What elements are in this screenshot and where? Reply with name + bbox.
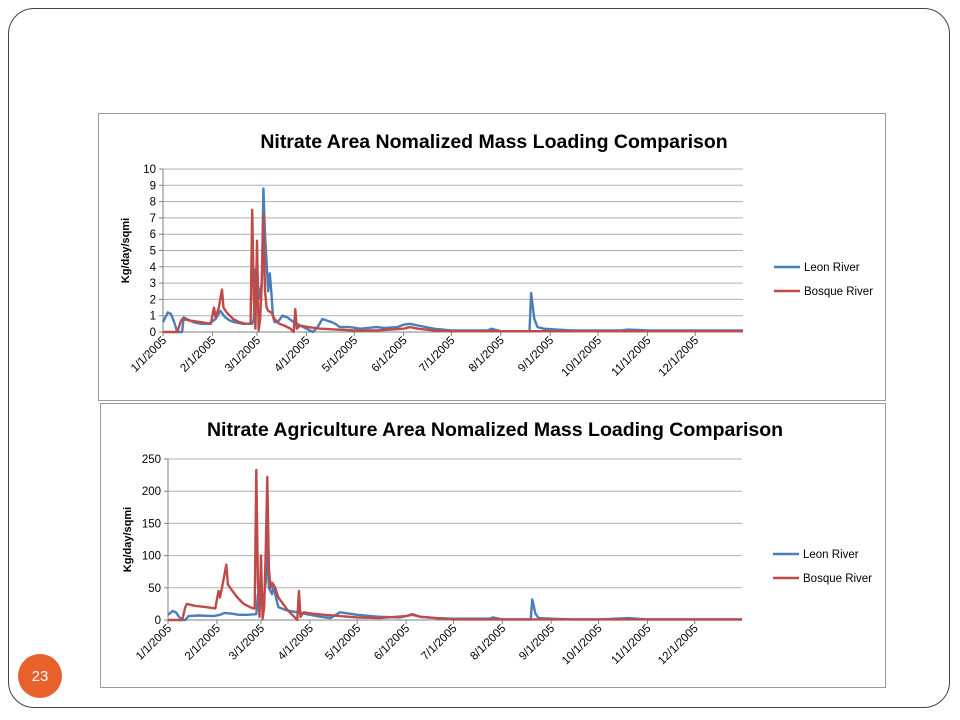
y-tick-label: 4 <box>150 262 157 274</box>
series-line-bosque-river <box>163 208 743 334</box>
nitrate-agriculture-chart: Nitrate Agriculture Area Nomalized Mass … <box>100 403 886 688</box>
x-tick-label: 10/1/2005 <box>559 335 604 380</box>
nitrate-area-chart-svg: Nitrate Area Nomalized Mass Loading Comp… <box>120 131 873 380</box>
series-line-leon-river <box>161 187 743 334</box>
x-tick-label: 5/1/2005 <box>323 623 363 663</box>
nitrate-area-chart: Nitrate Area Nomalized Mass Loading Comp… <box>98 113 886 401</box>
y-tick-label: 200 <box>142 486 161 498</box>
nitrate-agriculture-chart-svg: Nitrate Agriculture Area Nomalized Mass … <box>122 419 872 668</box>
x-tick-label: 11/1/2005 <box>609 623 653 667</box>
y-tick-label: 1 <box>150 311 156 323</box>
x-tick-label: 6/1/2005 <box>372 623 412 663</box>
x-tick-label: 7/1/2005 <box>419 623 459 663</box>
x-tick-label: 5/1/2005 <box>320 335 360 375</box>
y-tick-label: 10 <box>143 164 156 176</box>
x-tick-label: 8/1/2005 <box>467 335 507 375</box>
x-tick-label: 8/1/2005 <box>468 623 508 663</box>
x-tick-label: 1/1/2005 <box>134 623 174 663</box>
y-axis-label: Kg/day/sqmi <box>122 507 134 572</box>
x-tick-label: 4/1/2005 <box>276 623 316 663</box>
chart-title: Nitrate Agriculture Area Nomalized Mass … <box>207 419 783 441</box>
x-tick-label: 6/1/2005 <box>370 335 410 375</box>
series-line-bosque-river <box>168 468 742 622</box>
y-tick-label: 0 <box>155 615 161 627</box>
legend-label: Bosque River <box>803 573 872 585</box>
y-tick-label: 6 <box>150 229 156 241</box>
x-tick-label: 4/1/2005 <box>272 335 312 375</box>
x-tick-label: 3/1/2005 <box>223 335 263 375</box>
x-tick-label: 2/1/2005 <box>178 335 218 375</box>
y-axis-label: Kg/day/sqmi <box>120 218 132 283</box>
y-tick-label: 250 <box>142 454 161 466</box>
x-tick-label: 2/1/2005 <box>183 623 223 663</box>
y-tick-label: 50 <box>148 583 161 595</box>
y-tick-label: 7 <box>150 213 156 225</box>
y-tick-label: 2 <box>150 294 156 306</box>
x-tick-label: 12/1/2005 <box>656 623 701 668</box>
y-tick-label: 9 <box>150 180 156 192</box>
y-tick-label: 5 <box>150 246 156 258</box>
y-tick-label: 0 <box>150 327 156 339</box>
legend-label: Bosque River <box>804 286 873 298</box>
y-tick-label: 150 <box>142 518 161 530</box>
x-tick-label: 9/1/2005 <box>517 623 557 663</box>
x-tick-label: 7/1/2005 <box>417 335 457 375</box>
y-tick-label: 3 <box>150 278 156 290</box>
slide-number-badge: 23 <box>18 654 62 698</box>
x-tick-label: 9/1/2005 <box>516 335 556 375</box>
x-tick-label: 1/1/2005 <box>129 335 169 375</box>
series-line-leon-river <box>167 542 742 622</box>
x-tick-label: 3/1/2005 <box>227 623 267 663</box>
y-tick-label: 100 <box>142 551 161 563</box>
legend-label: Leon River <box>803 549 859 561</box>
legend-label: Leon River <box>804 262 860 274</box>
x-tick-label: 12/1/2005 <box>657 335 702 380</box>
x-tick-label: 11/1/2005 <box>609 335 653 379</box>
y-tick-label: 8 <box>150 197 156 209</box>
x-tick-label: 10/1/2005 <box>560 623 605 668</box>
chart-title: Nitrate Area Nomalized Mass Loading Comp… <box>260 131 727 153</box>
